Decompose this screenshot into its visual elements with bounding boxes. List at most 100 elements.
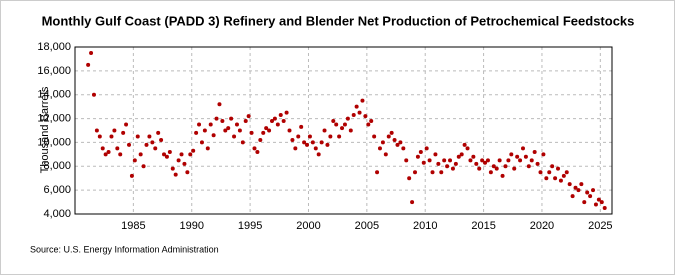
x-tick-label: 1990 (179, 220, 203, 232)
y-tick-label: 14,000 (37, 89, 71, 101)
data-point (229, 116, 234, 121)
data-point (503, 164, 508, 169)
data-point (567, 182, 572, 187)
data-point (94, 128, 99, 133)
data-point (234, 122, 239, 127)
data-point (497, 158, 502, 163)
data-point (121, 130, 126, 135)
data-point (129, 173, 134, 178)
data-point (433, 152, 438, 157)
data-point (354, 104, 359, 109)
data-point (491, 164, 496, 169)
data-point (112, 128, 117, 133)
data-point (237, 128, 242, 133)
data-point (550, 164, 555, 169)
y-tick-label: 8,000 (43, 160, 71, 172)
data-point (135, 134, 140, 139)
y-tick-label: 16,000 (37, 65, 71, 77)
data-point (448, 158, 453, 163)
data-point (398, 140, 403, 145)
data-point (348, 128, 353, 133)
data-point (474, 161, 479, 166)
data-point (162, 152, 167, 157)
data-point (465, 146, 470, 151)
data-point (220, 118, 225, 123)
data-point (430, 170, 435, 175)
x-tick-label: 2015 (471, 220, 495, 232)
data-point (523, 154, 528, 159)
data-point (345, 116, 350, 121)
y-axis-label: Thousand Barrels (39, 86, 51, 173)
data-point (153, 146, 158, 151)
x-tick-label: 2025 (588, 220, 612, 232)
data-point (450, 166, 455, 171)
data-point (138, 152, 143, 157)
data-point (316, 152, 321, 157)
data-point (599, 200, 604, 205)
data-point (246, 114, 251, 119)
data-point (328, 134, 333, 139)
chart-title: Monthly Gulf Coast (PADD 3) Refinery and… (42, 13, 635, 28)
data-point (392, 138, 397, 143)
data-point (261, 130, 266, 135)
data-point (331, 118, 336, 123)
x-tick-label: 2020 (530, 220, 554, 232)
data-point (526, 164, 531, 169)
data-point (518, 158, 523, 163)
y-tick-label: 6,000 (43, 184, 71, 196)
data-point (377, 146, 382, 151)
data-point (176, 158, 181, 163)
data-point (173, 172, 178, 177)
data-point (310, 140, 315, 145)
data-point (182, 161, 187, 166)
data-point (509, 152, 514, 157)
data-point (535, 161, 540, 166)
data-point (506, 158, 511, 163)
data-point (185, 170, 190, 175)
x-tick-label: 1995 (238, 220, 262, 232)
data-point (240, 140, 245, 145)
data-point (471, 154, 476, 159)
data-point (386, 134, 391, 139)
data-point (561, 173, 566, 178)
data-point (342, 122, 347, 127)
data-point (363, 114, 368, 119)
data-point (375, 170, 380, 175)
x-tick-label: 2010 (413, 220, 437, 232)
y-tick-label: 10,000 (37, 136, 71, 148)
data-point (252, 146, 257, 151)
data-point (570, 194, 575, 199)
data-point (404, 158, 409, 163)
y-tick-label: 4,000 (43, 208, 71, 220)
data-point (427, 158, 432, 163)
data-point (602, 206, 607, 211)
data-point (407, 176, 412, 181)
data-point (488, 170, 493, 175)
data-point (389, 130, 394, 135)
data-point (208, 122, 213, 127)
data-point (103, 152, 108, 157)
data-point (322, 128, 327, 133)
data-point (588, 194, 593, 199)
data-point (415, 154, 420, 159)
data-point (579, 182, 584, 187)
data-point (538, 170, 543, 175)
data-point (456, 154, 461, 159)
data-point (264, 126, 269, 131)
data-point (109, 134, 114, 139)
data-point (284, 110, 289, 115)
data-point (89, 50, 94, 55)
data-point (170, 166, 175, 171)
data-point (401, 146, 406, 151)
data-point (337, 134, 342, 139)
data-point (442, 158, 447, 163)
data-point (275, 122, 280, 127)
data-point (299, 124, 304, 129)
x-tick-label: 2005 (355, 220, 379, 232)
y-tick-label: 18,000 (37, 41, 71, 53)
data-point (159, 138, 164, 143)
data-point (126, 142, 131, 147)
data-point (593, 202, 598, 207)
data-point (194, 130, 199, 135)
data-point (334, 122, 339, 127)
